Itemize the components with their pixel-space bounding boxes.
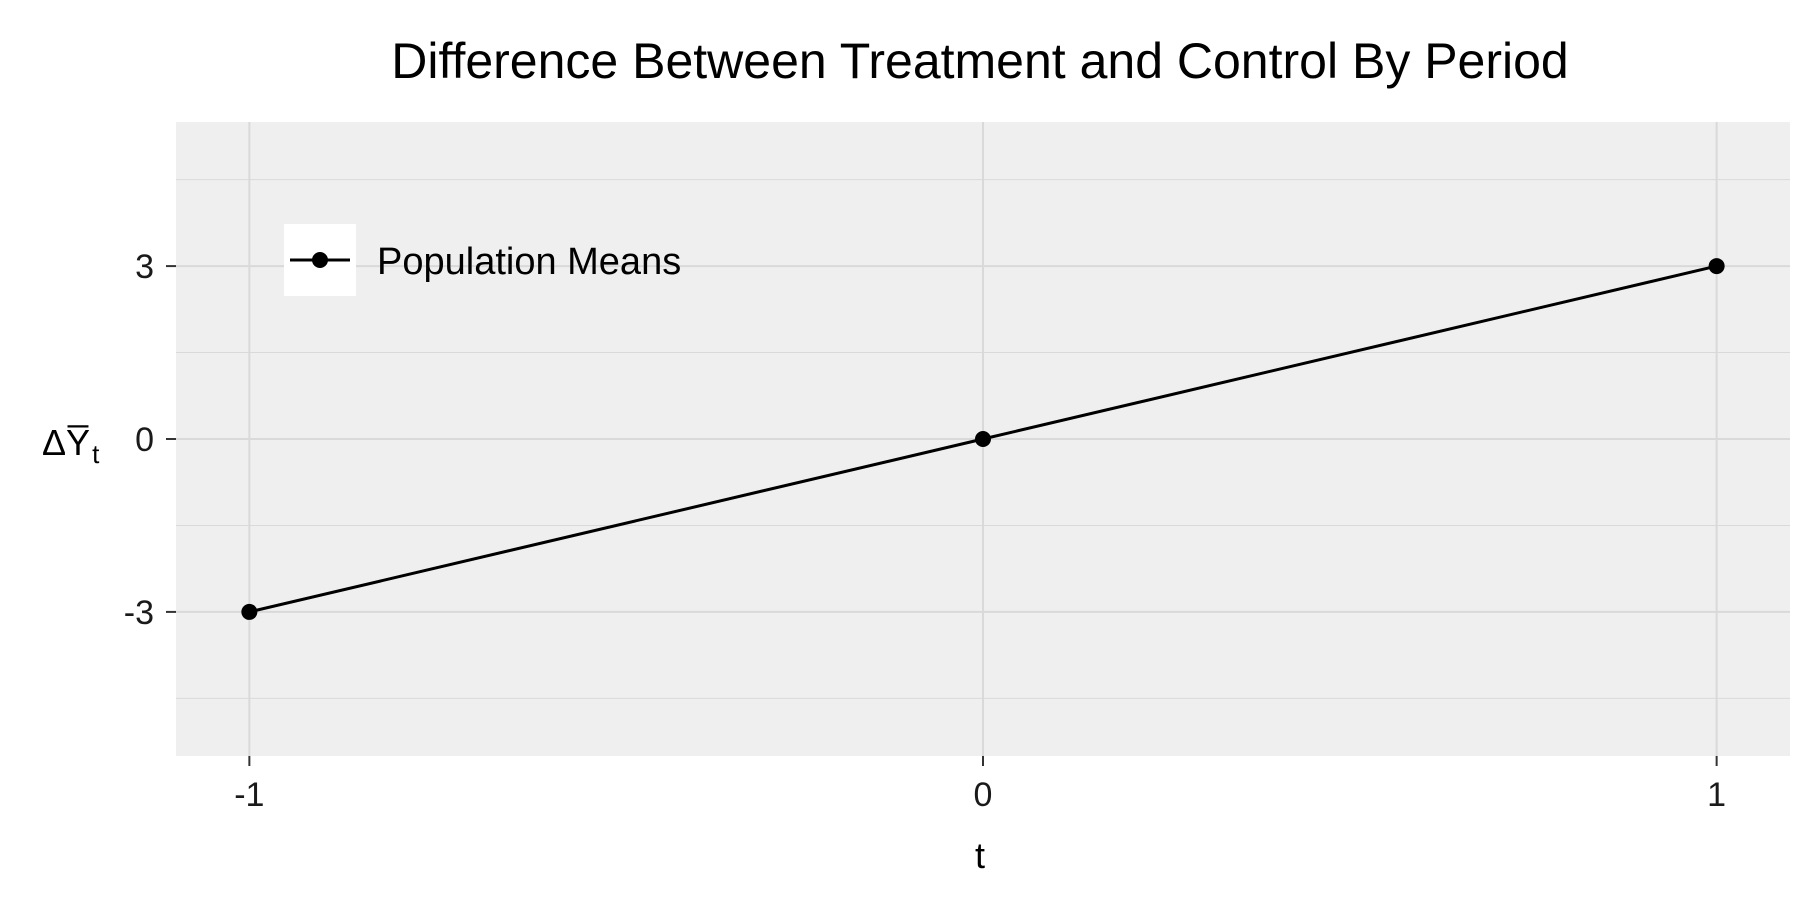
legend: Population Means — [284, 224, 681, 296]
y-axis: -3 0 3 — [124, 248, 176, 632]
y-tick-label-1: 0 — [135, 421, 154, 459]
y-axis-title-main: ΔY̅ — [42, 422, 90, 463]
y-axis-title: ΔY̅t — [42, 422, 100, 469]
legend-key-point — [312, 252, 328, 268]
x-tick-label-0: -1 — [234, 776, 264, 814]
data-point-0-1 — [975, 431, 991, 447]
legend-label: Population Means — [377, 241, 681, 283]
series-layer — [241, 258, 1725, 620]
chart-title: Difference Between Treatment and Control… — [391, 33, 1569, 89]
x-tick-label-2: 1 — [1707, 776, 1726, 814]
data-point-0-2 — [1708, 258, 1725, 275]
data-point-0-0 — [241, 603, 258, 620]
y-axis-title-subscript: t — [92, 439, 100, 469]
y-tick-label-2: 3 — [135, 248, 154, 286]
x-axis: -1 0 1 — [234, 756, 1726, 814]
x-axis-title: t — [975, 835, 985, 876]
x-tick-label-1: 0 — [974, 776, 993, 814]
y-tick-label-0: -3 — [124, 594, 154, 632]
